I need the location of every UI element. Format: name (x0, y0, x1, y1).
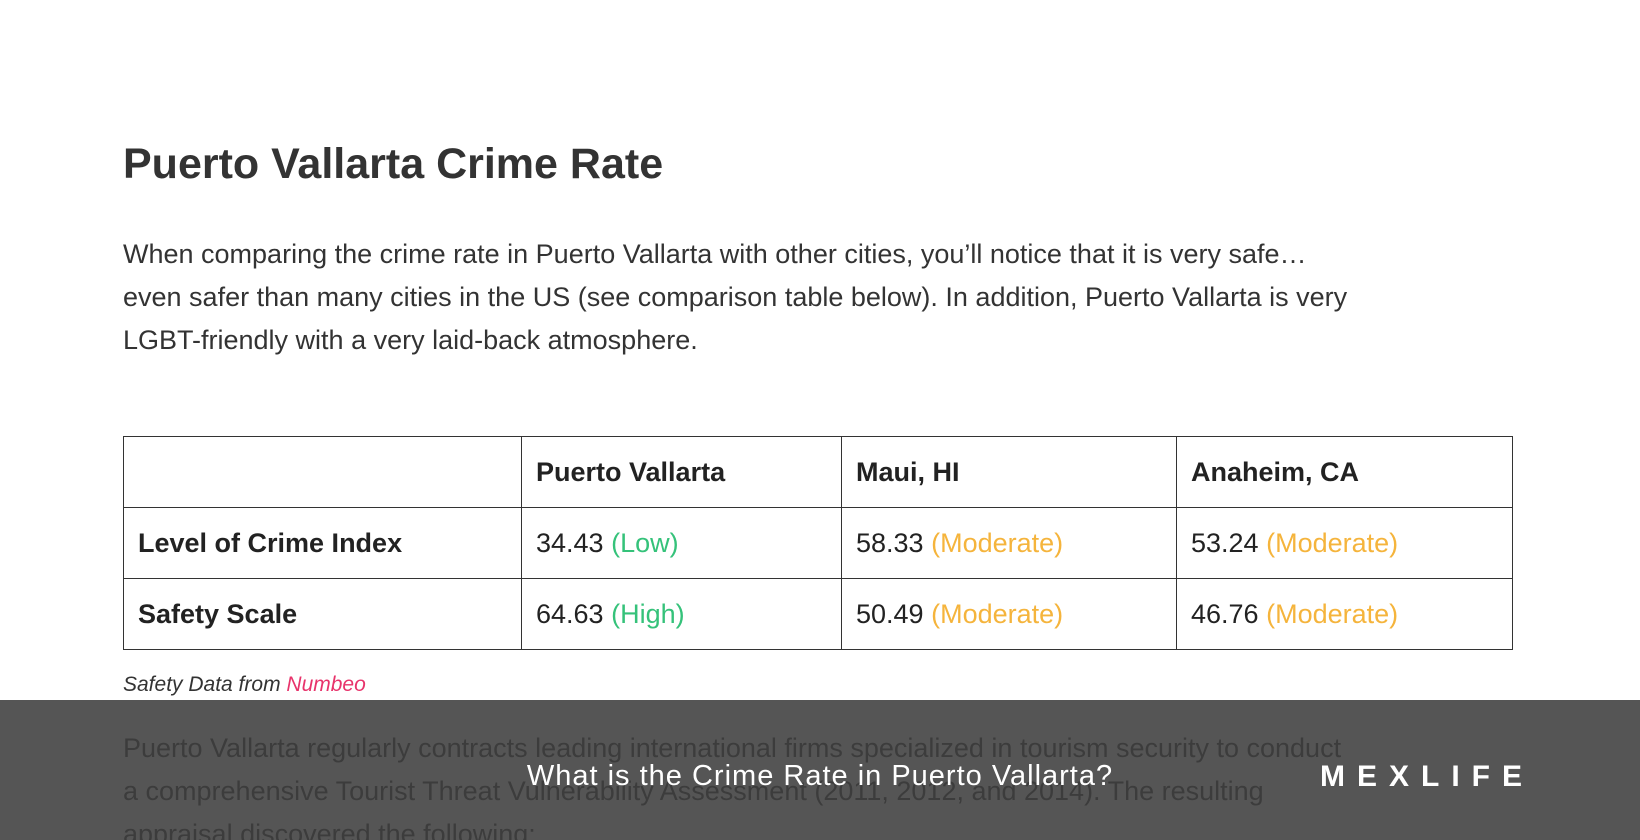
cell-rating: (High) (611, 598, 685, 629)
table-row: Safety Scale 64.63 (High) 50.49 (Moderate)… (123, 578, 1513, 650)
cell-rating: (Moderate) (1266, 527, 1399, 558)
cell-value: 64.63 (536, 598, 604, 629)
logo[interactable]: MEXLIFE (1320, 760, 1535, 793)
cell-rating: (Moderate) (931, 527, 1064, 558)
cell-value: 46.76 (1191, 598, 1259, 629)
overlay-title: What is the Crime Rate in Puerto Vallart… (526, 760, 1114, 792)
cell-rating: (Moderate) (1266, 598, 1399, 629)
header-cell: Puerto Vallarta (521, 436, 842, 508)
header-cell: Anaheim, CA (1176, 436, 1513, 508)
row-label: Level of Crime Index (123, 507, 522, 579)
data-cell: 34.43 (Low) (521, 507, 842, 579)
table-row: Level of Crime Index 34.43 (Low) 58.33 (Mo… (123, 507, 1513, 579)
cell-rating: (Moderate) (931, 598, 1064, 629)
data-cell: 64.63 (High) (521, 578, 842, 650)
text-line: even safer than many cities in the US (s… (123, 282, 1348, 312)
text-line: LGBT-friendly with a very laid-back atmo… (123, 325, 698, 355)
data-cell: 58.33 (Moderate) (841, 507, 1177, 579)
data-cell: 53.24 (Moderate) (1176, 507, 1513, 579)
numbeo-link[interactable]: Numbeo (286, 673, 366, 696)
cell-rating: (Low) (611, 527, 679, 558)
caption: Safety Data from Numbeo (123, 673, 366, 697)
data-cell: 50.49 (Moderate) (841, 578, 1177, 650)
cell-value: 53.24 (1191, 527, 1259, 558)
video-overlay: What is the Crime Rate in Puerto Vallart… (0, 700, 1640, 840)
text-line: When comparing the crime rate in Puerto … (123, 239, 1307, 269)
header-row: Puerto Vallarta Maui, HI Anaheim, CA (123, 436, 1513, 508)
crime-table: Puerto Vallarta Maui, HI Anaheim, CA Level … (123, 436, 1513, 650)
cell-value: 34.43 (536, 527, 604, 558)
row-label: Safety Scale (123, 578, 522, 650)
cell-value: 50.49 (856, 598, 924, 629)
intro-paragraph: When comparing the crime rate in Puerto … (123, 233, 1347, 362)
header-cell: Maui, HI (841, 436, 1177, 508)
data-cell: 46.76 (Moderate) (1176, 578, 1513, 650)
caption-text: Safety Data from (123, 673, 281, 696)
empty-cell (123, 436, 522, 508)
cell-value: 58.33 (856, 527, 924, 558)
article-title: Puerto Vallarta Crime Rate (123, 140, 664, 188)
